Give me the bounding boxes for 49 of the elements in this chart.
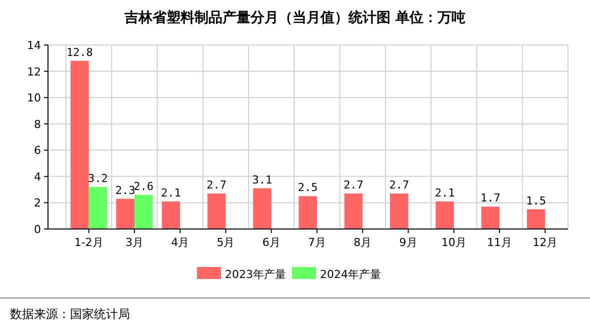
data-label: 12.8 <box>66 46 93 59</box>
y-tick-label: 10 <box>27 92 41 105</box>
data-label: 1.7 <box>480 192 500 205</box>
bar <box>116 198 134 229</box>
bar <box>70 60 89 229</box>
y-tick-label: 14 <box>27 39 41 52</box>
y-tick-label: 4 <box>34 170 41 184</box>
bar <box>207 194 226 229</box>
data-label: 2.3 <box>115 184 136 197</box>
data-label: 2.6 <box>134 180 154 193</box>
y-tick-label: 0 <box>34 223 41 236</box>
x-tick-label: 6月 <box>262 236 280 249</box>
x-tick-label: 10月 <box>441 236 466 249</box>
bar <box>88 186 108 229</box>
legend-label: 2024年产量 <box>320 268 381 281</box>
x-tick-label: 8月 <box>354 236 372 249</box>
legend-label: 2023年产量 <box>225 268 286 281</box>
x-tick-label: 9月 <box>399 236 418 249</box>
bar <box>253 188 272 229</box>
bar <box>134 194 153 229</box>
x-tick-label: 3月 <box>125 236 144 249</box>
bar <box>481 206 500 229</box>
x-tick-label: 5月 <box>216 236 235 249</box>
data-label: 2.5 <box>298 181 318 194</box>
bar <box>390 194 408 229</box>
y-tick-label: 6 <box>34 144 41 158</box>
data-label: 2.1 <box>161 186 181 200</box>
x-tick-label: 12月 <box>532 236 558 249</box>
chart-title: 吉林省塑料制品产量分月（当月值）统计图 单位：万吨 <box>124 9 466 26</box>
data-label: 2.7 <box>206 178 227 192</box>
y-tick-label: 12 <box>27 65 41 78</box>
x-tick-label: 11月 <box>487 236 512 249</box>
x-tick-label: 7月 <box>308 236 326 249</box>
bar <box>162 201 180 229</box>
source-note: 数据来源：国家统计局 <box>10 307 130 321</box>
y-tick-label: 2 <box>34 196 41 210</box>
data-label: 1.5 <box>526 194 546 208</box>
data-label: 2.1 <box>434 186 455 200</box>
y-tick-label: 8 <box>34 118 41 131</box>
data-label: 2.7 <box>344 178 364 192</box>
bar <box>526 209 546 229</box>
data-label: 3.1 <box>252 173 272 186</box>
bar <box>298 196 317 229</box>
data-label: 3.2 <box>88 172 108 185</box>
x-tick-label: 1-2月 <box>74 236 104 249</box>
bar <box>436 201 454 229</box>
data-label: 2.7 <box>389 178 410 192</box>
bar <box>344 194 363 229</box>
x-tick-label: 4月 <box>171 236 190 249</box>
